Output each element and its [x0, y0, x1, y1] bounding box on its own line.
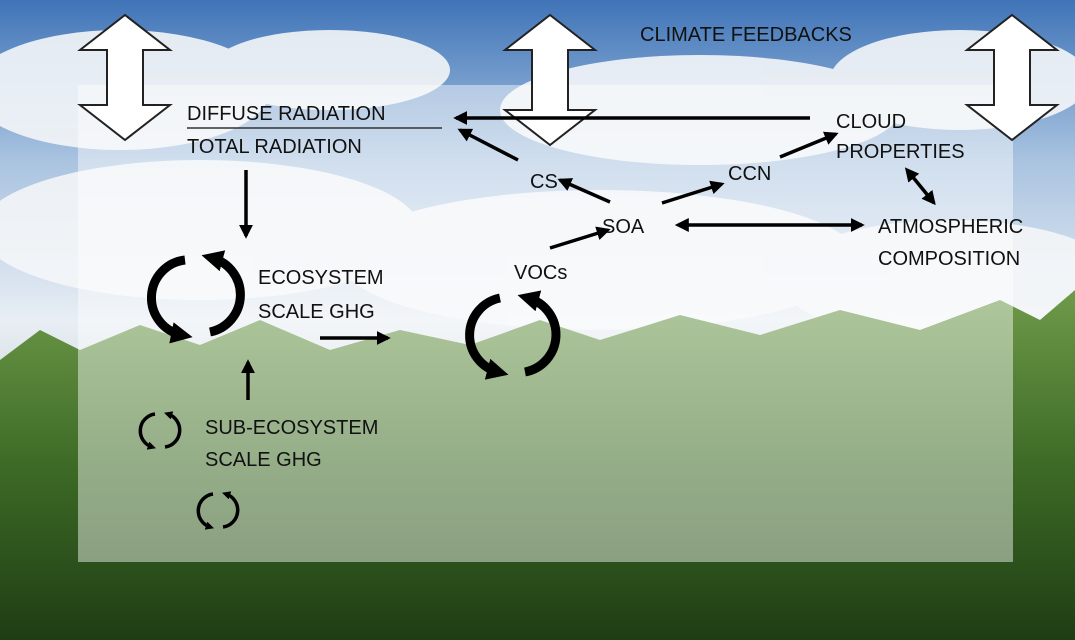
title: CLIMATE FEEDBACKS: [640, 24, 852, 46]
cycle-icons: [138, 250, 561, 530]
overlay-panel: [78, 85, 1013, 562]
arrows: [239, 111, 936, 400]
sub-ecosystem-label: SUB-ECOSYSTEM: [205, 417, 378, 439]
cs-label: CS: [530, 171, 558, 193]
sub-ecosystem-label: SCALE GHG: [205, 449, 322, 471]
vocs-label: VOCs: [514, 262, 567, 284]
diffuse-label: DIFFUSE RADIATION: [187, 103, 386, 125]
cloud-label: PROPERTIES: [836, 141, 965, 163]
cloud-label: CLOUD: [836, 111, 906, 133]
ecosystem-label: SCALE GHG: [258, 301, 375, 323]
atmospheric-label: ATMOSPHERIC: [878, 216, 1023, 238]
ccn-label: CCN: [728, 163, 771, 185]
soa-label: SOA: [602, 216, 645, 238]
ecosystem-label: ECOSYSTEM: [258, 267, 384, 289]
atmospheric-label: COMPOSITION: [878, 248, 1020, 270]
total-label: TOTAL RADIATION: [187, 136, 362, 158]
climate-arrows: [77, 13, 1060, 147]
